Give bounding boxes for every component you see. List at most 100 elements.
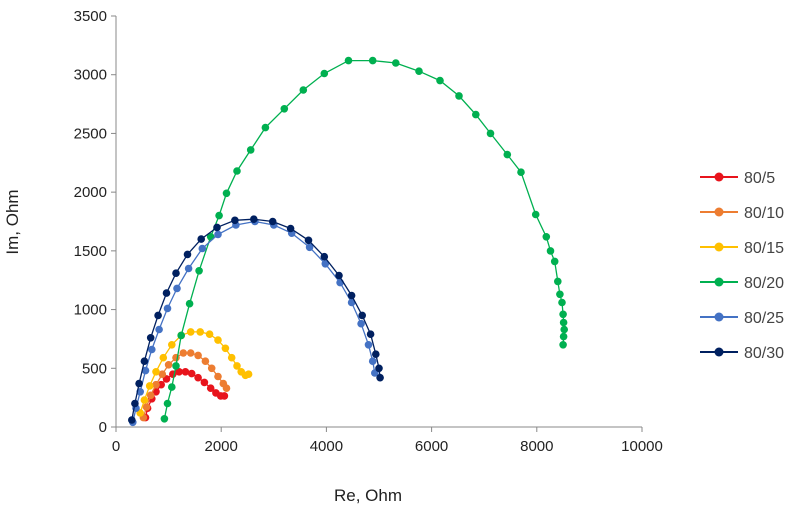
data-point <box>184 264 193 273</box>
x-axis-title: Re, Ohm <box>334 486 402 505</box>
x-tick-label: 10000 <box>621 438 663 455</box>
legend-marker <box>714 312 724 322</box>
data-point <box>155 325 163 334</box>
data-point <box>347 298 356 307</box>
data-point <box>186 328 195 336</box>
data-point <box>186 349 195 357</box>
data-point <box>305 243 314 252</box>
data-point <box>131 399 139 408</box>
data-point <box>179 349 188 357</box>
data-point <box>368 56 377 65</box>
data-point <box>146 391 155 400</box>
data-point <box>268 217 277 226</box>
data-point <box>146 334 155 342</box>
data-point <box>222 189 231 198</box>
data-point <box>177 331 185 340</box>
legend-label: 80/20 <box>744 275 784 292</box>
data-point <box>145 382 154 390</box>
series-line <box>132 220 376 423</box>
data-point <box>560 325 568 334</box>
series-line <box>163 59 565 419</box>
data-point <box>154 311 162 320</box>
x-tick-label: 8000 <box>520 438 553 455</box>
data-point <box>141 366 150 375</box>
data-point <box>214 336 222 344</box>
data-point <box>376 373 384 382</box>
legend-label: 80/30 <box>744 345 784 362</box>
data-point <box>358 311 367 320</box>
data-point <box>250 215 258 223</box>
series-80-30 <box>128 215 384 424</box>
data-point <box>172 353 180 362</box>
data-point <box>196 328 204 336</box>
data-point <box>195 267 203 275</box>
legend-label: 80/10 <box>744 205 784 222</box>
data-point <box>559 310 567 319</box>
data-point <box>372 350 380 359</box>
data-point <box>436 76 444 85</box>
data-point <box>233 362 241 370</box>
legend-marker <box>714 207 724 217</box>
series-80-25 <box>129 217 379 427</box>
data-point <box>244 370 253 379</box>
data-point <box>280 105 289 113</box>
data-point <box>198 244 207 253</box>
x-tick-label: 6000 <box>415 438 448 455</box>
legend: 80/5 80/10 80/15 80/20 80/25 80/30 <box>700 170 784 362</box>
data-point <box>128 416 136 424</box>
data-point <box>546 247 555 255</box>
data-point <box>246 146 255 154</box>
data-point <box>168 341 176 349</box>
data-point <box>320 252 329 261</box>
legend-label: 80/5 <box>744 170 775 187</box>
data-point <box>366 330 375 339</box>
data-point <box>172 269 180 278</box>
data-point <box>233 167 241 175</box>
y-tick-label: 3000 <box>74 67 107 84</box>
data-point <box>215 211 223 220</box>
data-point <box>559 332 568 341</box>
data-point <box>556 290 564 299</box>
data-point <box>173 284 181 293</box>
data-point <box>201 357 210 366</box>
data-point <box>357 319 365 328</box>
data-point <box>299 86 308 94</box>
data-point <box>197 235 205 243</box>
data-point <box>320 69 329 78</box>
data-point <box>194 373 202 382</box>
data-point <box>304 236 313 245</box>
data-point <box>231 216 239 225</box>
legend-item: 80/20 <box>700 275 784 292</box>
data-point <box>183 250 192 259</box>
data-point <box>559 318 568 327</box>
data-point <box>503 150 512 159</box>
legend-marker <box>714 242 724 252</box>
y-tick-label: 1000 <box>74 302 107 319</box>
data-point <box>168 383 176 391</box>
data-point <box>321 260 330 268</box>
data-point <box>222 384 231 393</box>
y-tick-label: 1500 <box>74 243 107 260</box>
data-point <box>140 396 149 404</box>
data-point <box>206 384 215 393</box>
data-point <box>531 210 540 219</box>
data-point <box>368 357 377 366</box>
data-point <box>200 378 209 387</box>
data-point <box>286 224 295 233</box>
data-point <box>344 56 353 65</box>
data-point <box>558 298 566 307</box>
data-point <box>152 380 160 389</box>
data-point <box>261 123 270 132</box>
data-point <box>455 92 463 100</box>
data-point <box>205 330 214 339</box>
data-point <box>185 299 194 308</box>
data-point <box>486 129 495 138</box>
data-point <box>364 341 373 349</box>
series-80-20 <box>160 56 568 423</box>
data-point <box>227 353 236 362</box>
legend-item: 80/25 <box>700 310 784 327</box>
data-point <box>213 223 221 232</box>
data-point <box>472 110 480 119</box>
data-point <box>159 353 168 362</box>
